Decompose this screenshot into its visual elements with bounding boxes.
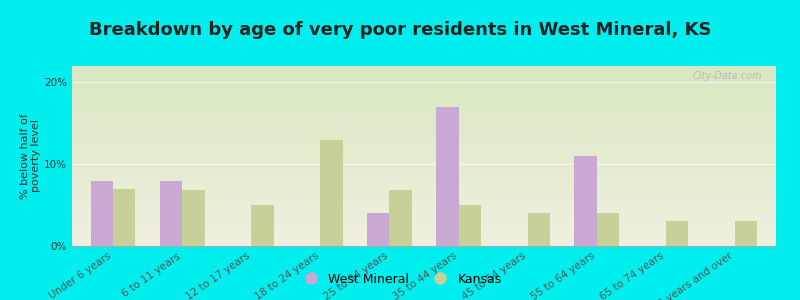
Bar [597,213,618,246]
Bar [91,181,114,246]
Bar [251,205,274,246]
Bar [527,213,550,246]
Bar [437,107,458,246]
Legend: West Mineral, Kansas: West Mineral, Kansas [293,268,507,291]
Bar [160,181,182,246]
Text: City-Data.com: City-Data.com [692,71,762,81]
Bar [321,140,342,246]
Text: Breakdown by age of very poor residents in West Mineral, KS: Breakdown by age of very poor residents … [89,21,711,39]
Bar [390,190,411,246]
Bar [182,190,205,246]
Bar [458,205,481,246]
Bar [114,189,135,246]
Bar [666,221,688,246]
Y-axis label: % below half of
poverty level: % below half of poverty level [20,113,42,199]
Bar [574,156,597,246]
Bar [367,213,390,246]
Bar [734,221,757,246]
